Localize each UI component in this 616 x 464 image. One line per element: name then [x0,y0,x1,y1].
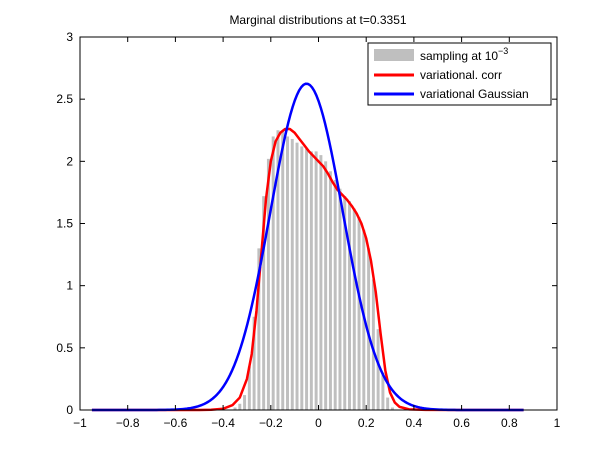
x-tick-label: 0.8 [501,416,518,430]
histogram-bar [271,136,275,410]
histogram-bar [314,151,318,410]
x-tick-label: −0.2 [259,416,283,430]
histogram-bar [243,395,247,410]
histogram-bar [233,407,237,410]
x-axis: −1 −0.8 −0.6 −0.4 −0.2 0 0.2 0.4 0.6 0.8 1 [73,37,561,430]
y-tick-label: 2.5 [56,92,73,106]
legend-label-gaussian: variational Gaussian [420,87,529,101]
histogram-bar [295,142,299,410]
x-tick-label: 1 [554,416,561,430]
histogram-bars [233,130,394,411]
x-tick-label: 0.2 [358,416,375,430]
histogram-bar [338,188,342,410]
y-tick-label: 0 [66,403,73,417]
x-tick-label: 0 [315,416,322,430]
histogram-bar [286,136,289,410]
histogram-bar [386,397,390,410]
x-tick-label: 0.6 [453,416,470,430]
histogram-bar [281,131,285,411]
chart-title: Marginal distributions at t=0.3351 [229,13,406,27]
histogram-bar [376,329,380,410]
histogram-bar [367,248,371,410]
x-tick-label: −1 [73,416,87,430]
histogram-bar [343,196,347,410]
legend-label-histogram-exponent: −3 [498,46,508,56]
histogram-bar [305,148,309,410]
x-tick-label: 0.4 [406,416,423,430]
series-line-corr [91,127,524,412]
y-tick-label: 1.5 [56,217,73,231]
legend-swatch-histogram [374,49,414,61]
histogram-bar [300,146,304,410]
histogram-bar [262,196,266,410]
histogram-bar [348,201,351,410]
histogram-bar [309,151,313,410]
x-tick-label: −0.4 [211,416,235,430]
legend-label-corr: variational. corr [420,68,502,82]
histogram-bar [257,248,261,410]
histogram-bar [357,217,361,410]
y-tick-label: 3 [66,30,73,44]
y-axis: 0 0.5 1 1.5 2 2.5 3 [56,30,557,417]
histogram-bar [247,366,251,410]
histogram-bar [276,130,280,410]
histogram-bar [252,316,256,410]
histogram-bar [381,372,385,410]
y-tick-label: 2 [66,154,73,168]
histogram-bar [238,403,242,410]
x-tick-label: −0.6 [164,416,188,430]
legend: sampling at 10−3 variational. corr varia… [367,42,552,106]
histogram-bar [333,179,337,410]
histogram-bar [266,158,270,410]
y-tick-label: 1 [66,279,73,293]
legend-label-histogram: sampling at 10−3 [420,46,508,63]
x-tick-label: −0.8 [116,416,140,430]
histogram-bar [328,171,332,410]
histogram-bar [319,155,323,410]
legend-label-histogram-main: sampling at 10 [420,49,498,63]
histogram-bar [390,407,394,410]
histogram-bar [371,279,375,410]
y-tick-label: 0.5 [56,341,73,355]
histogram-bar [352,208,356,410]
histogram-bar [324,161,328,410]
histogram-bar [290,138,294,410]
